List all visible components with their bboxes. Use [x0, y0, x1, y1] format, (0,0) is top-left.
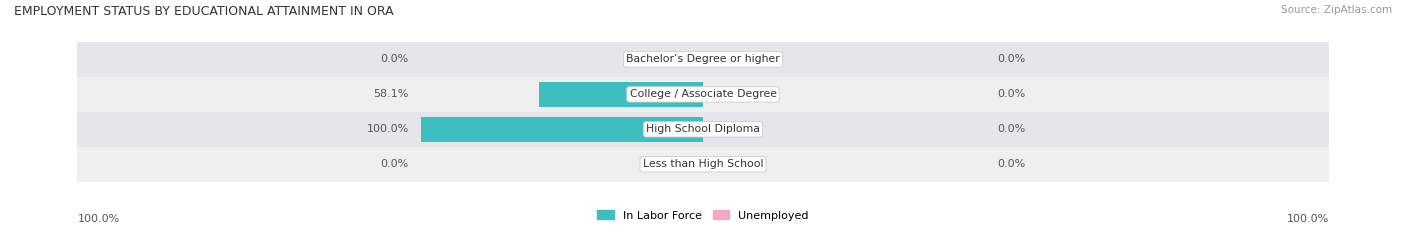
Text: 0.0%: 0.0% [997, 124, 1025, 134]
Text: Less than High School: Less than High School [643, 159, 763, 169]
Text: Bachelor’s Degree or higher: Bachelor’s Degree or higher [626, 55, 780, 64]
Text: 0.0%: 0.0% [997, 55, 1025, 64]
Text: 0.0%: 0.0% [997, 159, 1025, 169]
Legend: In Labor Force, Unemployed: In Labor Force, Unemployed [593, 206, 813, 225]
Text: 0.0%: 0.0% [381, 159, 409, 169]
Text: Source: ZipAtlas.com: Source: ZipAtlas.com [1281, 5, 1392, 15]
Text: EMPLOYMENT STATUS BY EDUCATIONAL ATTAINMENT IN ORA: EMPLOYMENT STATUS BY EDUCATIONAL ATTAINM… [14, 5, 394, 18]
Bar [77, 77, 1329, 112]
Text: 0.0%: 0.0% [381, 55, 409, 64]
Text: 0.0%: 0.0% [997, 89, 1025, 99]
Bar [77, 112, 1329, 147]
Text: 58.1%: 58.1% [374, 89, 409, 99]
Text: College / Associate Degree: College / Associate Degree [630, 89, 776, 99]
Bar [422, 117, 703, 141]
Text: 100.0%: 100.0% [1286, 214, 1329, 224]
Bar [77, 42, 1329, 77]
Bar [77, 147, 1329, 182]
Text: High School Diploma: High School Diploma [647, 124, 759, 134]
Text: 100.0%: 100.0% [367, 124, 409, 134]
Text: 100.0%: 100.0% [77, 214, 120, 224]
Bar [540, 82, 703, 107]
